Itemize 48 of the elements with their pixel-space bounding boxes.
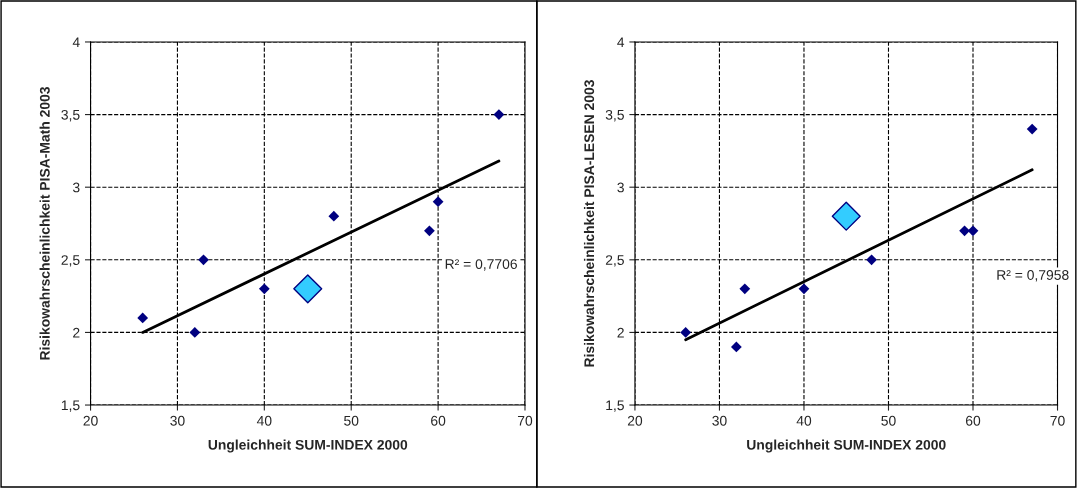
point: [432, 196, 444, 208]
y-tick-label: 3,5: [61, 109, 80, 122]
point: [798, 283, 810, 295]
x-tick-label: 30: [170, 415, 185, 426]
x-tick-label: 70: [1050, 415, 1065, 426]
x-tick-label: 40: [256, 415, 272, 426]
y-tick-label: 1,5: [606, 400, 624, 412]
point: [967, 225, 979, 237]
y-tick-label: 2,5: [61, 255, 80, 267]
point: [424, 225, 435, 237]
y-tick-label: 3: [72, 182, 80, 193]
x-axis-title: Ungleichheit SUM-INDEX 2000: [747, 439, 946, 453]
point: [730, 341, 742, 353]
point: [328, 210, 340, 222]
point: [293, 274, 323, 304]
point: [493, 109, 505, 120]
annotation: R² = 0,7706: [445, 259, 517, 271]
point: [258, 283, 270, 295]
point: [680, 327, 692, 338]
x-tick-label: 50: [344, 415, 359, 426]
point: [866, 254, 877, 266]
y-axis-title: Risikowahrscheinlichkeit PISA-Math 2003: [39, 86, 50, 360]
x-tick-label: 20: [627, 415, 643, 426]
point: [137, 312, 149, 324]
y-axis-title: Risikowahrscheinlichkeit PISA-LESEN 2003: [583, 80, 595, 367]
point: [959, 225, 970, 237]
x-tick-label: 70: [517, 415, 533, 426]
x-tick-label: 20: [83, 415, 98, 426]
x-tick-label: 60: [965, 415, 981, 426]
point: [831, 201, 861, 231]
x-tick-label: 50: [881, 415, 896, 426]
annotation: R² = 0,7958: [997, 270, 1069, 282]
y-tick-label: 4: [72, 37, 80, 47]
x-tick-label: 30: [712, 415, 727, 426]
y-tick-label: 3,5: [605, 109, 624, 122]
point: [189, 327, 201, 338]
y-tick-label: 2,5: [605, 255, 624, 267]
point: [198, 254, 209, 266]
x-tick-label: 60: [431, 415, 446, 426]
y-tick-label: 2: [73, 327, 80, 338]
x-tick-label: 40: [796, 415, 812, 426]
y-tick-label: 1,5: [61, 400, 80, 412]
point: [1026, 123, 1038, 135]
y-tick-label: 3: [617, 182, 624, 193]
point: [739, 283, 751, 295]
y-tick-label: 4: [617, 37, 625, 47]
x-axis-title: Ungleichheit SUM-INDEX 2000: [208, 439, 408, 453]
y-tick-label: 2: [617, 327, 624, 338]
